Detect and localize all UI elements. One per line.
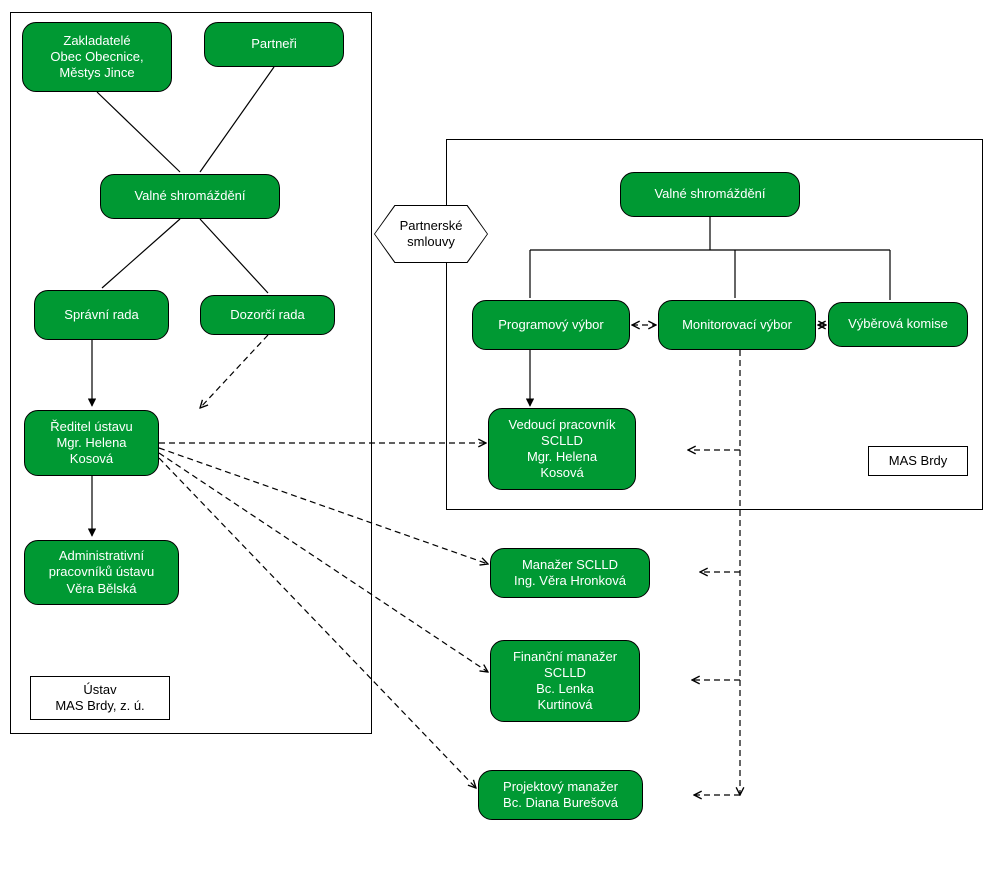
- node-spravni: Správní rada: [34, 290, 169, 340]
- node-projektovy: Projektový manažer Bc. Diana Burešová: [478, 770, 643, 820]
- node-reditel: Ředitel ústavu Mgr. Helena Kosová: [24, 410, 159, 476]
- node-vedouci: Vedoucí pracovník SCLLD Mgr. Helena Koso…: [488, 408, 636, 490]
- node-monitorovaci: Monitorovací výbor: [658, 300, 816, 350]
- node-dozorci: Dozorčí rada: [200, 295, 335, 335]
- node-vyberova: Výběrová komise: [828, 302, 968, 347]
- node-valne1: Valné shromáždění: [100, 174, 280, 219]
- node-financni: Finanční manažer SCLLD Bc. Lenka Kurtino…: [490, 640, 640, 722]
- node-zakladatele: Zakladatelé Obec Obecnice, Městys Jince: [22, 22, 172, 92]
- hexagon-partnerske: Partnerské smlouvy: [375, 206, 487, 262]
- node-programovy: Programový výbor: [472, 300, 630, 350]
- node-valne2: Valné shromáždění: [620, 172, 800, 217]
- node-manazer: Manažer SCLLD Ing. Věra Hronková: [490, 548, 650, 598]
- container-label-ustav-label: Ústav MAS Brdy, z. ú.: [30, 676, 170, 720]
- node-admin: Administrativní pracovníků ústavu Věra B…: [24, 540, 179, 605]
- container-label-masbrdy-label: MAS Brdy: [868, 446, 968, 476]
- diagram-canvas: Ústav MAS Brdy, z. ú. MAS Brdy Zakladatelé…: [0, 0, 989, 869]
- container-ustav: [10, 12, 372, 734]
- node-partneri: Partneři: [204, 22, 344, 67]
